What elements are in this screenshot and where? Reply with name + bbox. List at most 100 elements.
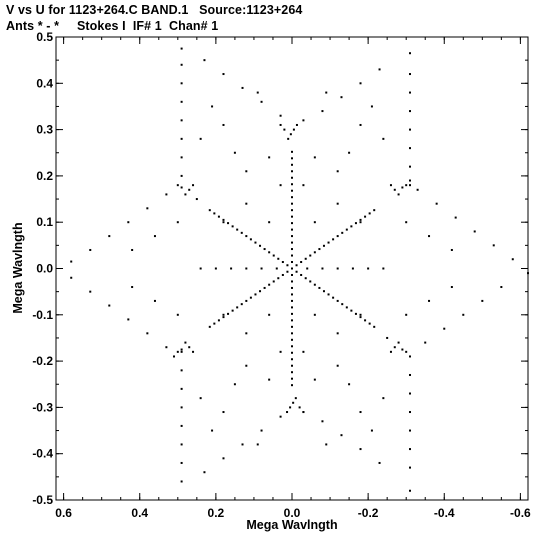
uv-point [309, 280, 312, 283]
uv-point [359, 82, 362, 85]
uv-point [222, 457, 225, 460]
uv-point [397, 341, 400, 344]
x-tick-label: 0.2 [208, 506, 225, 520]
uv-point [409, 179, 411, 182]
uv-point [382, 267, 385, 270]
uv-point [409, 91, 411, 94]
uv-point [277, 277, 280, 280]
uv-point [180, 47, 183, 50]
uv-point [295, 270, 298, 273]
uv-point [268, 378, 271, 381]
uv-point [350, 309, 353, 312]
uv-point [173, 355, 175, 358]
x-tick-label: 0.4 [131, 506, 148, 520]
uv-point [199, 137, 202, 140]
uv-point [291, 222, 293, 225]
uv-point [213, 322, 216, 325]
uv-point [254, 241, 257, 244]
uv-point [279, 415, 282, 418]
uv-point [245, 235, 248, 238]
uv-point [291, 280, 293, 283]
uv-point [217, 319, 220, 322]
uv-point [428, 299, 431, 302]
uv-point [222, 218, 225, 221]
uv-point [321, 110, 324, 113]
uv-point [291, 202, 293, 205]
uv-point [291, 384, 293, 387]
uv-point [184, 341, 187, 344]
uv-point [291, 196, 293, 199]
uv-point [230, 267, 233, 270]
uv-point [240, 303, 243, 306]
uv-point [348, 383, 351, 386]
uv-point [291, 306, 293, 309]
uv-point [268, 221, 271, 224]
tick-labels: 0.6 0.4 0.2 0.0 -0.2 -0.4 -0.6 0.5 0.4 0.3 0.2 0.1 0… [32, 30, 531, 520]
uv-point [409, 184, 411, 187]
uv-point [233, 383, 236, 386]
uv-point [409, 52, 411, 55]
uv-point [409, 165, 411, 168]
uv-point [217, 215, 220, 218]
uv-point [291, 358, 293, 361]
uv-point [291, 183, 293, 186]
data-points [70, 47, 529, 492]
uv-point [227, 312, 230, 315]
uv-point [272, 280, 275, 283]
uv-point [450, 286, 453, 289]
uv-point [249, 238, 252, 241]
uv-point [359, 411, 362, 414]
uv-point [378, 68, 381, 71]
uv-point [222, 316, 225, 319]
uv-point [275, 267, 278, 270]
uv-point [409, 411, 411, 414]
uv-point [208, 325, 211, 328]
uv-point [291, 150, 293, 153]
uv-point [359, 123, 362, 126]
uv-point [368, 212, 371, 215]
uv-point [291, 241, 293, 244]
uv-point [409, 73, 411, 76]
uv-point [279, 114, 282, 117]
uv-point [295, 264, 298, 267]
y-tick-label: -0.2 [32, 354, 53, 368]
uv-point [340, 96, 343, 99]
uv-point [309, 254, 312, 257]
uv-point [409, 355, 411, 358]
uv-point [378, 461, 381, 464]
uv-point [165, 193, 168, 196]
uv-point [289, 406, 292, 409]
x-tick-label: -0.4 [434, 506, 455, 520]
uv-point [336, 364, 339, 367]
uv-point [291, 163, 293, 166]
uv-point [304, 277, 307, 280]
uv-point [409, 448, 411, 451]
uv-point [300, 261, 303, 264]
uv-point [259, 290, 262, 293]
uv-point [416, 188, 419, 191]
uv-point [283, 128, 286, 131]
uv-point [302, 350, 305, 353]
uv-point [359, 448, 362, 451]
uv-point [286, 270, 289, 273]
uv-point [382, 137, 385, 140]
uv-point [211, 105, 214, 108]
uv-point [214, 267, 217, 270]
uv-point [176, 313, 179, 316]
uv-point [364, 319, 367, 322]
uv-point [180, 424, 183, 427]
y-tick-label: 0.5 [36, 30, 53, 44]
uv-point [354, 312, 357, 315]
uv-point [268, 251, 271, 254]
uv-point [393, 188, 396, 191]
uv-point [268, 313, 271, 316]
uv-point [291, 157, 293, 160]
uv-point [443, 327, 446, 330]
uv-point [322, 244, 325, 247]
x-axis-title: Mega Wavlngth [246, 518, 337, 532]
uv-point [294, 397, 297, 400]
y-axis-title: Mega Wavlngth [11, 222, 25, 313]
y-tick-label: 0.2 [36, 169, 53, 183]
uv-point [180, 350, 183, 353]
axis-ticks [56, 36, 528, 501]
